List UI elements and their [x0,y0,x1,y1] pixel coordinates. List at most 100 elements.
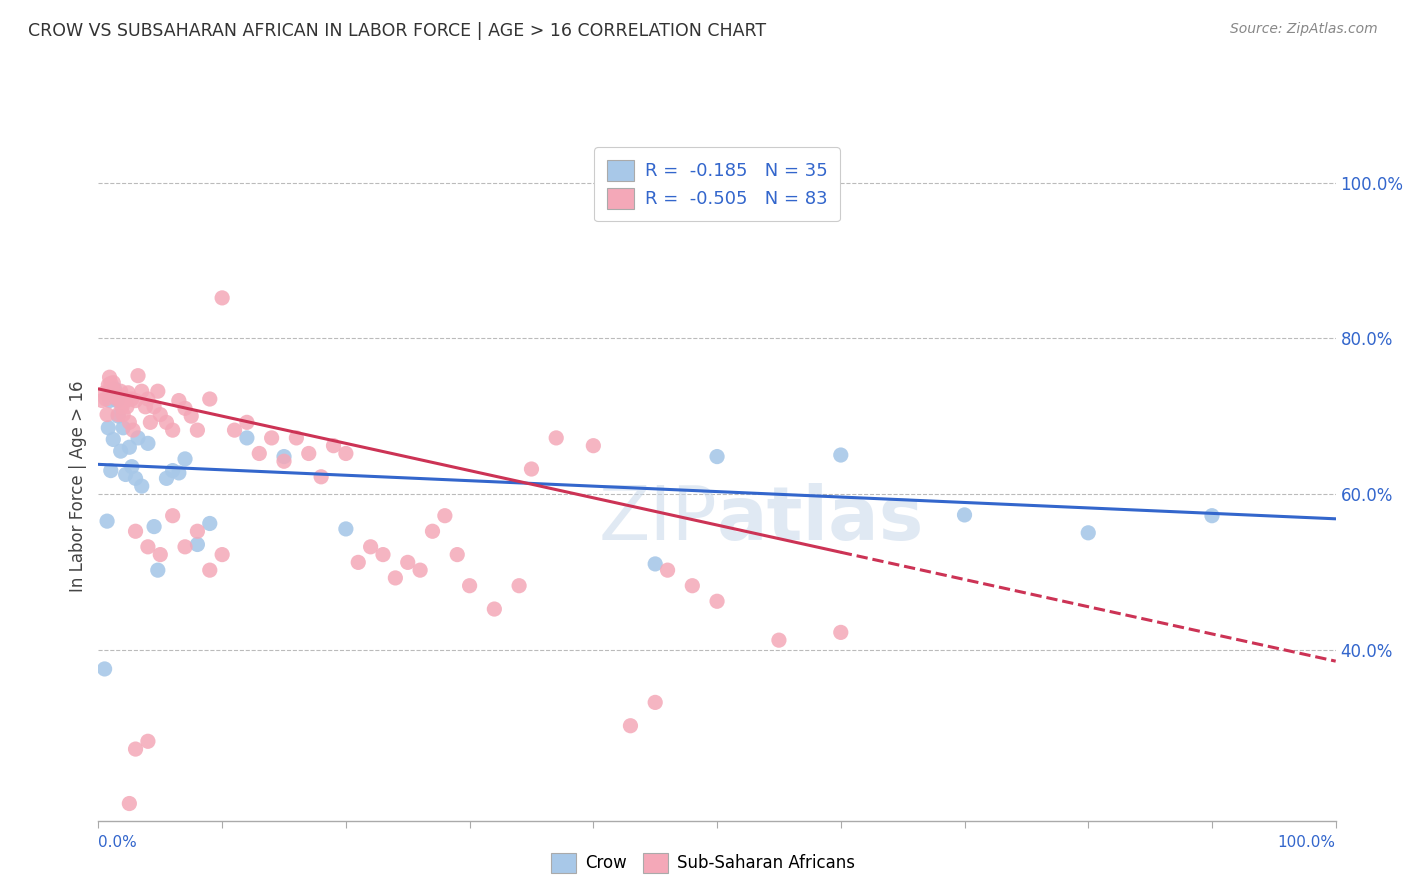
Point [118,797,141,811]
Point [186,537,208,551]
Point [124,742,146,756]
Point [103,384,125,399]
Point [644,557,666,571]
Point [162,423,184,437]
Point [1077,525,1099,540]
Point [298,446,321,460]
Point [131,384,153,399]
Point [335,522,357,536]
Point [384,571,406,585]
Point [260,431,283,445]
Point [100,376,122,391]
Text: ZIP: ZIP [599,483,717,556]
Point [162,464,184,478]
Point [396,555,419,569]
Point [198,516,221,531]
Point [149,408,172,422]
Point [706,594,728,608]
Point [98,370,121,384]
Point [285,431,308,445]
Point [97,378,120,392]
Point [458,579,481,593]
Point [117,385,139,400]
Point [247,446,270,460]
Y-axis label: In Labor Force | Age > 16: In Labor Force | Age > 16 [69,380,87,592]
Point [236,415,259,429]
Point [546,431,568,445]
Point [198,563,221,577]
Point [211,291,233,305]
Point [198,392,221,406]
Point [143,400,166,414]
Point [105,393,128,408]
Point [768,633,790,648]
Point [446,548,468,562]
Point [91,393,114,408]
Point [273,450,295,464]
Point [953,508,976,522]
Point [167,393,190,408]
Legend: R =  -0.185   N = 35, R =  -0.505   N = 83: R = -0.185 N = 35, R = -0.505 N = 83 [595,147,839,221]
Point [105,392,128,406]
Point [100,464,122,478]
Text: atlas: atlas [717,483,924,556]
Point [94,392,117,406]
Point [107,409,129,424]
Point [110,444,132,458]
Text: 100.0%: 100.0% [1278,836,1336,850]
Point [97,421,120,435]
Point [174,451,197,466]
Point [104,390,127,404]
Point [236,431,259,445]
Point [174,401,197,416]
Point [335,446,357,460]
Point [830,625,852,640]
Point [118,415,141,429]
Point [114,467,136,482]
Point [112,421,135,435]
Point [114,393,136,408]
Point [433,508,456,523]
Point [136,436,159,450]
Point [167,466,190,480]
Point [149,548,172,562]
Point [139,415,162,429]
Point [155,471,177,485]
Point [110,384,132,399]
Point [273,454,295,468]
Point [520,462,543,476]
Point [309,470,332,484]
Point [136,734,159,748]
Point [830,448,852,462]
Point [103,376,125,390]
Point [657,563,679,577]
Point [211,548,233,562]
Point [582,439,605,453]
Point [121,392,143,406]
Point [180,409,202,424]
Text: CROW VS SUBSAHARAN AFRICAN IN LABOR FORCE | AGE > 16 CORRELATION CHART: CROW VS SUBSAHARAN AFRICAN IN LABOR FORC… [28,22,766,40]
Point [134,400,156,414]
Point [155,415,177,429]
Point [93,662,115,676]
Point [108,392,131,406]
Point [118,440,141,454]
Point [143,519,166,533]
Point [115,400,138,414]
Text: 0.0%: 0.0% [98,836,138,850]
Point [174,540,197,554]
Point [360,540,382,554]
Point [508,579,530,593]
Point [146,563,169,577]
Point [681,579,703,593]
Point [1201,508,1223,523]
Point [93,385,115,400]
Point [224,423,246,437]
Point [347,555,370,569]
Point [162,508,184,523]
Point [103,433,125,447]
Point [103,382,125,396]
Legend: Crow, Sub-Saharan Africans: Crow, Sub-Saharan Africans [544,847,862,880]
Point [371,548,394,562]
Point [706,450,728,464]
